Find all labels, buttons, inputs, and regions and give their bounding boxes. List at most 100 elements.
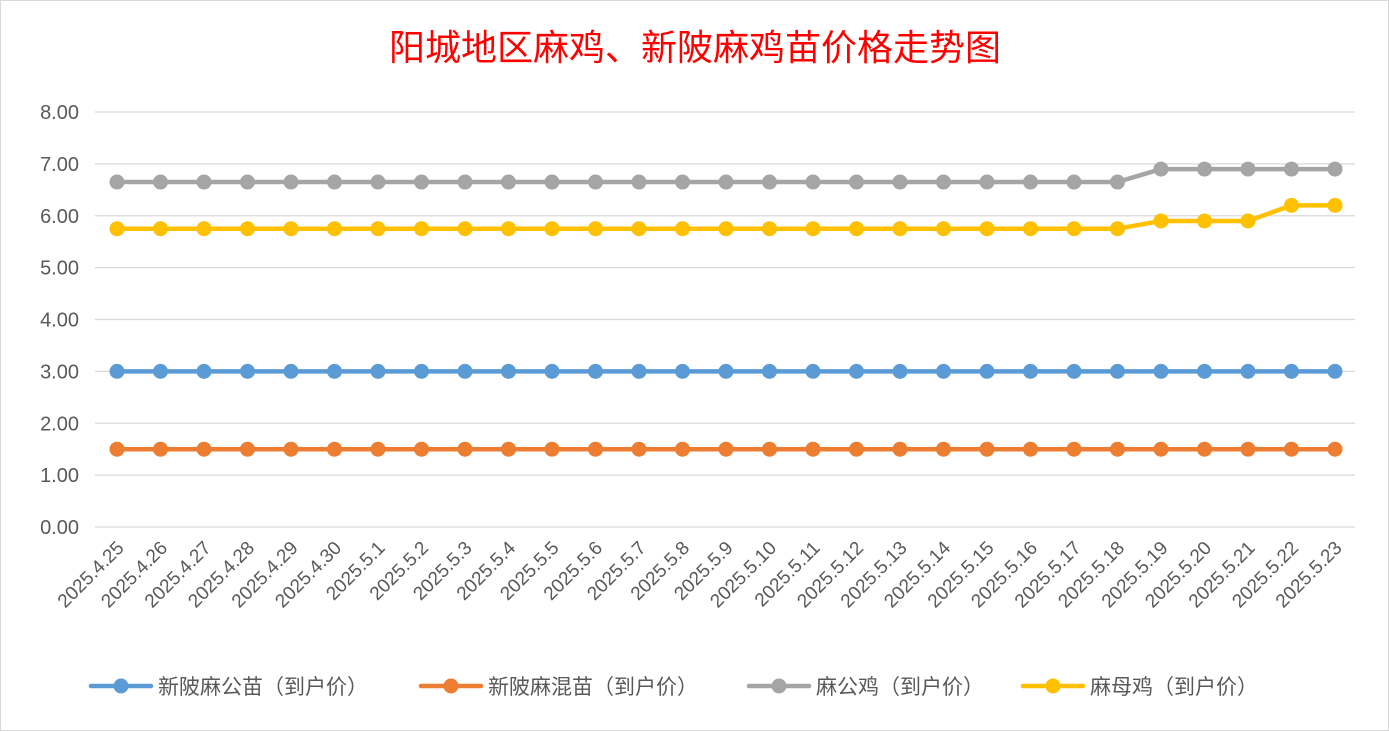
data-point: [283, 221, 299, 237]
data-point: [414, 221, 429, 237]
legend-item: 新陂麻混苗（到户价）: [418, 675, 698, 699]
data-point: [196, 221, 212, 237]
data-point: [1066, 174, 1082, 190]
data-point: [414, 363, 429, 379]
data-point: [414, 441, 429, 457]
data-point: [718, 174, 734, 190]
data-point: [283, 174, 299, 190]
data-point: [1066, 363, 1082, 379]
legend-item: 麻公鸡（到户价）: [746, 675, 984, 699]
data-point: [240, 174, 255, 190]
data-point: [327, 363, 342, 379]
data-point: [1066, 221, 1082, 237]
legend-label: 麻母鸡（到户价）: [1090, 675, 1258, 699]
data-point: [588, 174, 603, 190]
y-tick-label: 3.00: [40, 361, 79, 383]
y-tick-label: 7.00: [40, 154, 79, 176]
series-1: [109, 363, 1343, 379]
data-point: [979, 441, 995, 457]
data-point: [1153, 213, 1169, 229]
data-point: [805, 441, 821, 457]
data-point: [1240, 441, 1256, 457]
data-point: [1197, 161, 1212, 177]
data-point: [588, 221, 603, 237]
data-point: [414, 174, 429, 190]
data-point: [109, 441, 125, 457]
legend-item: 新陂麻公苗（到户价）: [88, 675, 368, 699]
data-point: [501, 221, 516, 237]
y-tick-label: 4.00: [40, 310, 79, 332]
y-tick-label: 2.00: [40, 413, 79, 435]
data-point: [370, 174, 386, 190]
data-point: [805, 221, 821, 237]
data-point: [762, 441, 777, 457]
data-point: [1023, 221, 1038, 237]
data-point: [196, 363, 212, 379]
data-point: [153, 221, 168, 237]
legend-swatch-marker: [771, 678, 787, 694]
data-point: [1153, 441, 1169, 457]
data-point: [892, 441, 908, 457]
data-point: [631, 363, 647, 379]
data-point: [1240, 161, 1256, 177]
data-point: [588, 441, 603, 457]
data-point: [892, 363, 908, 379]
data-point: [1110, 221, 1125, 237]
data-point: [1023, 441, 1038, 457]
data-point: [370, 221, 386, 237]
data-point: [1066, 441, 1082, 457]
data-point: [718, 221, 734, 237]
data-point: [762, 221, 777, 237]
data-point: [1023, 363, 1038, 379]
data-point: [501, 363, 516, 379]
data-point: [631, 441, 647, 457]
data-point: [1284, 363, 1299, 379]
data-point: [849, 363, 864, 379]
data-point: [979, 363, 995, 379]
data-point: [849, 221, 864, 237]
data-point: [1284, 161, 1299, 177]
data-point: [936, 174, 951, 190]
data-point: [588, 363, 603, 379]
series-layer: [109, 161, 1343, 457]
data-point: [675, 363, 690, 379]
data-point: [283, 441, 299, 457]
data-point: [675, 221, 690, 237]
data-point: [849, 441, 864, 457]
data-point: [1240, 213, 1256, 229]
y-tick-label: 5.00: [40, 258, 79, 280]
data-point: [1327, 363, 1343, 379]
data-point: [457, 221, 473, 237]
data-point: [196, 441, 212, 457]
data-point: [240, 221, 255, 237]
y-tick-label: 0.00: [40, 517, 79, 539]
data-point: [544, 363, 560, 379]
data-point: [979, 174, 995, 190]
data-point: [1023, 174, 1038, 190]
legend-swatch-marker: [113, 678, 129, 694]
data-point: [544, 441, 560, 457]
data-point: [370, 363, 386, 379]
chart-title: 阳城地区麻鸡、新陂麻鸡苗价格走势图: [389, 28, 1001, 69]
legend-swatch-marker: [1045, 678, 1061, 694]
data-point: [979, 221, 995, 237]
y-axis-ticks: 0.00 1.00 2.00 3.00 4.00 5.00 6.00 7.00 8.00: [40, 102, 79, 539]
data-point: [1327, 441, 1343, 457]
data-point: [936, 363, 951, 379]
data-point: [936, 441, 951, 457]
data-point: [675, 441, 690, 457]
data-point: [370, 441, 386, 457]
data-point: [457, 363, 473, 379]
data-point: [1110, 363, 1125, 379]
x-axis-ticks: 2025.4.252025.4.262025.4.272025.4.282025…: [54, 537, 1347, 612]
y-tick-label: 1.00: [40, 465, 79, 487]
data-point: [501, 441, 516, 457]
legend-label: 新陂麻混苗（到户价）: [488, 675, 698, 699]
data-point: [805, 174, 821, 190]
data-point: [718, 363, 734, 379]
data-point: [283, 363, 299, 379]
legend-swatch-marker: [443, 678, 459, 694]
data-point: [675, 174, 690, 190]
